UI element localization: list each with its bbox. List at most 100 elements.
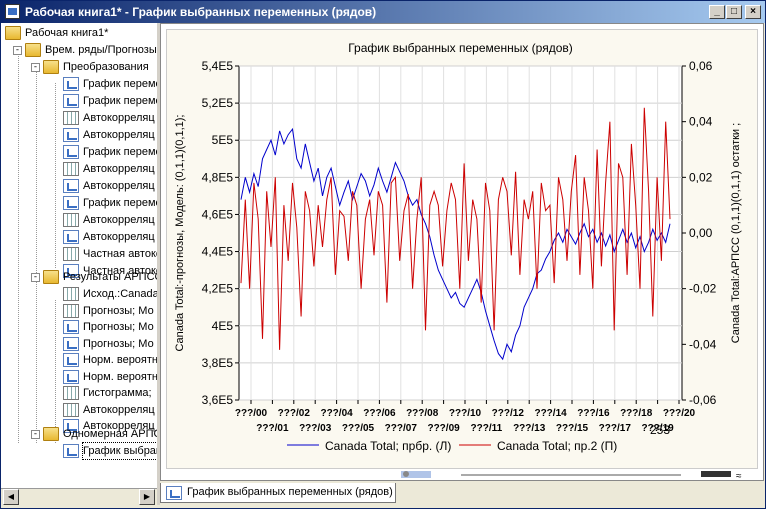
tree-item-label: График переменных <box>83 78 157 90</box>
tree-item-label: Автокорреляц <box>83 163 155 175</box>
close-button[interactable]: × <box>745 5 761 19</box>
collapse-toggle-icon[interactable]: - <box>13 45 22 55</box>
x-tick-label: ???/11 <box>471 423 503 434</box>
tree-horizontal-scrollbar[interactable]: ◀ ▶ <box>1 488 157 506</box>
x-tick-label: ???/04 <box>320 408 353 419</box>
table-icon <box>63 287 79 301</box>
tree-item-label: Автокорреляц <box>83 420 155 432</box>
workbook-tree[interactable]: Рабочая книга1* Врем. ряды/Прогнозы - Преоб… <box>1 23 157 488</box>
x-tick-label: ???/17 <box>599 423 632 434</box>
right-tick-label: 0,06 <box>689 59 713 73</box>
minimize-button[interactable]: _ <box>709 5 725 19</box>
right-tick-label: 0,00 <box>689 226 713 240</box>
chart-area: График выбранных переменных (рядов) 3,6E5… <box>166 29 758 469</box>
right-tick-label: -0,04 <box>689 337 717 351</box>
graph-icon <box>63 369 79 384</box>
tree-item-label: График переменных <box>83 95 157 107</box>
zoom-slider-track <box>401 471 431 478</box>
x-tick-label: ???/16 <box>577 408 610 419</box>
left-tick-label: 3,6E5 <box>202 393 234 407</box>
table-icon <box>63 111 79 125</box>
table-icon <box>63 402 79 417</box>
tree-item-label: Частная автокорр <box>83 265 157 277</box>
tree-item-label: Автокорреляц <box>83 214 155 226</box>
x-tick-label: ???/18 <box>620 408 653 419</box>
tree-guide-line <box>55 83 56 268</box>
tree-item-label: Прогнозы; Мо <box>83 304 154 317</box>
tree-item-label: График переменных <box>83 146 157 158</box>
table-icon <box>63 162 79 176</box>
series-line-1 <box>240 107 671 350</box>
right-tick-label: 0,04 <box>689 115 713 129</box>
right-tick-label: -0,06 <box>689 393 717 407</box>
tab-selected-variables-chart[interactable]: График выбранных переменных (рядов) <box>160 483 396 503</box>
pane-splitter[interactable] <box>157 23 160 505</box>
plot-area <box>238 65 683 401</box>
tree-item-label: Врем. ряды/Прогнозы <box>45 44 157 56</box>
tree-item-label: Норм. вероятн <box>83 354 157 366</box>
scroll-right-arrow-icon[interactable]: ▶ <box>139 489 155 505</box>
title-bar[interactable]: Рабочая книга1* - График выбранных перем… <box>1 1 765 23</box>
graph-icon <box>63 94 79 108</box>
graph-icon <box>63 196 79 210</box>
window-title: Рабочая книга1* - График выбранных перем… <box>25 5 377 19</box>
x-tick-label: ???/02 <box>278 408 311 419</box>
right-tick-label: -0,02 <box>689 282 717 296</box>
tree-item-label: Автокорреляц <box>83 403 155 416</box>
tree-item-label: Одномерная АРПСС <box>63 428 157 440</box>
table-icon <box>63 303 79 318</box>
x-tick-label: ???/07 <box>385 423 418 434</box>
left-tick-label: 5,2E5 <box>202 96 234 110</box>
tree-guide-line <box>36 67 37 443</box>
x-tick-label: ???/03 <box>299 423 332 434</box>
table-icon <box>63 213 79 227</box>
tree-guide-line <box>55 300 56 443</box>
line-chart: График выбранных переменных (рядов) 3,6E5… <box>174 41 742 453</box>
y-axis-label-right: Canada Total:АРПСС (0,1,1)(0,1,1) остатк… <box>730 123 742 343</box>
chart-panel: График выбранных переменных (рядов) 3,6E5… <box>160 23 765 482</box>
x-tick-label: ???/09 <box>427 423 460 434</box>
folder-icon <box>43 427 59 441</box>
folder-icon <box>43 270 59 284</box>
tree-item-label: Автокорреляц <box>83 231 155 243</box>
graph-icon <box>63 336 79 351</box>
folder-icon <box>43 60 59 74</box>
tree-item-label: График выбранных <box>81 442 157 460</box>
left-tick-label: 4E5 <box>212 319 234 333</box>
left-tick-label: 4,8E5 <box>202 170 234 184</box>
x-tick-label: ???/05 <box>342 423 375 434</box>
tree-item-label: Автокорреляц <box>83 112 155 124</box>
sheet-tabs: График выбранных переменных (рядов) <box>160 481 764 505</box>
maximize-button[interactable]: □ <box>726 5 742 19</box>
x-tick-label: ???/14 <box>534 408 567 419</box>
left-tick-label: 4,4E5 <box>202 245 234 259</box>
table-icon <box>63 247 79 261</box>
tree-item-label: Преобразования <box>63 61 149 73</box>
zoom-handle-icon <box>403 471 409 477</box>
x-tick-label: ???/19 <box>641 423 674 434</box>
scroll-left-arrow-icon[interactable]: ◀ <box>3 489 19 505</box>
chart-title: График выбранных переменных (рядов) <box>348 41 573 55</box>
folder-icon <box>25 43 41 57</box>
graph-icon <box>63 145 79 159</box>
collapse-toggle-icon[interactable]: - <box>31 62 40 72</box>
left-tick-label: 3,8E5 <box>202 356 234 370</box>
legend-label-1: Canada Total; пр.2 (П) <box>497 439 617 453</box>
collapse-toggle-icon[interactable]: - <box>31 429 40 439</box>
x-tick-label: ???/08 <box>406 408 439 419</box>
graph-icon <box>166 486 182 500</box>
graph-icon <box>63 419 79 433</box>
zoom-toolbar[interactable]: ≈ <box>161 468 765 482</box>
graph-icon <box>63 77 79 91</box>
y-axis-label-left: Canada Total:-прогнозы, Модель: (0,1,1)(… <box>174 115 186 352</box>
tree-item-label: Гистограмма; <box>83 387 152 399</box>
tree-item-label: Рабочая книга1* <box>25 27 109 39</box>
collapse-toggle-icon[interactable]: - <box>31 272 40 282</box>
x-tick-label: ???/10 <box>449 408 482 419</box>
tree-item-label: График переменных <box>83 197 157 209</box>
left-tick-label: 5,4E5 <box>202 59 234 73</box>
x-tick-label: ???/15 <box>556 423 589 434</box>
folder-icon <box>5 26 21 40</box>
slider-end-icon <box>701 471 731 477</box>
